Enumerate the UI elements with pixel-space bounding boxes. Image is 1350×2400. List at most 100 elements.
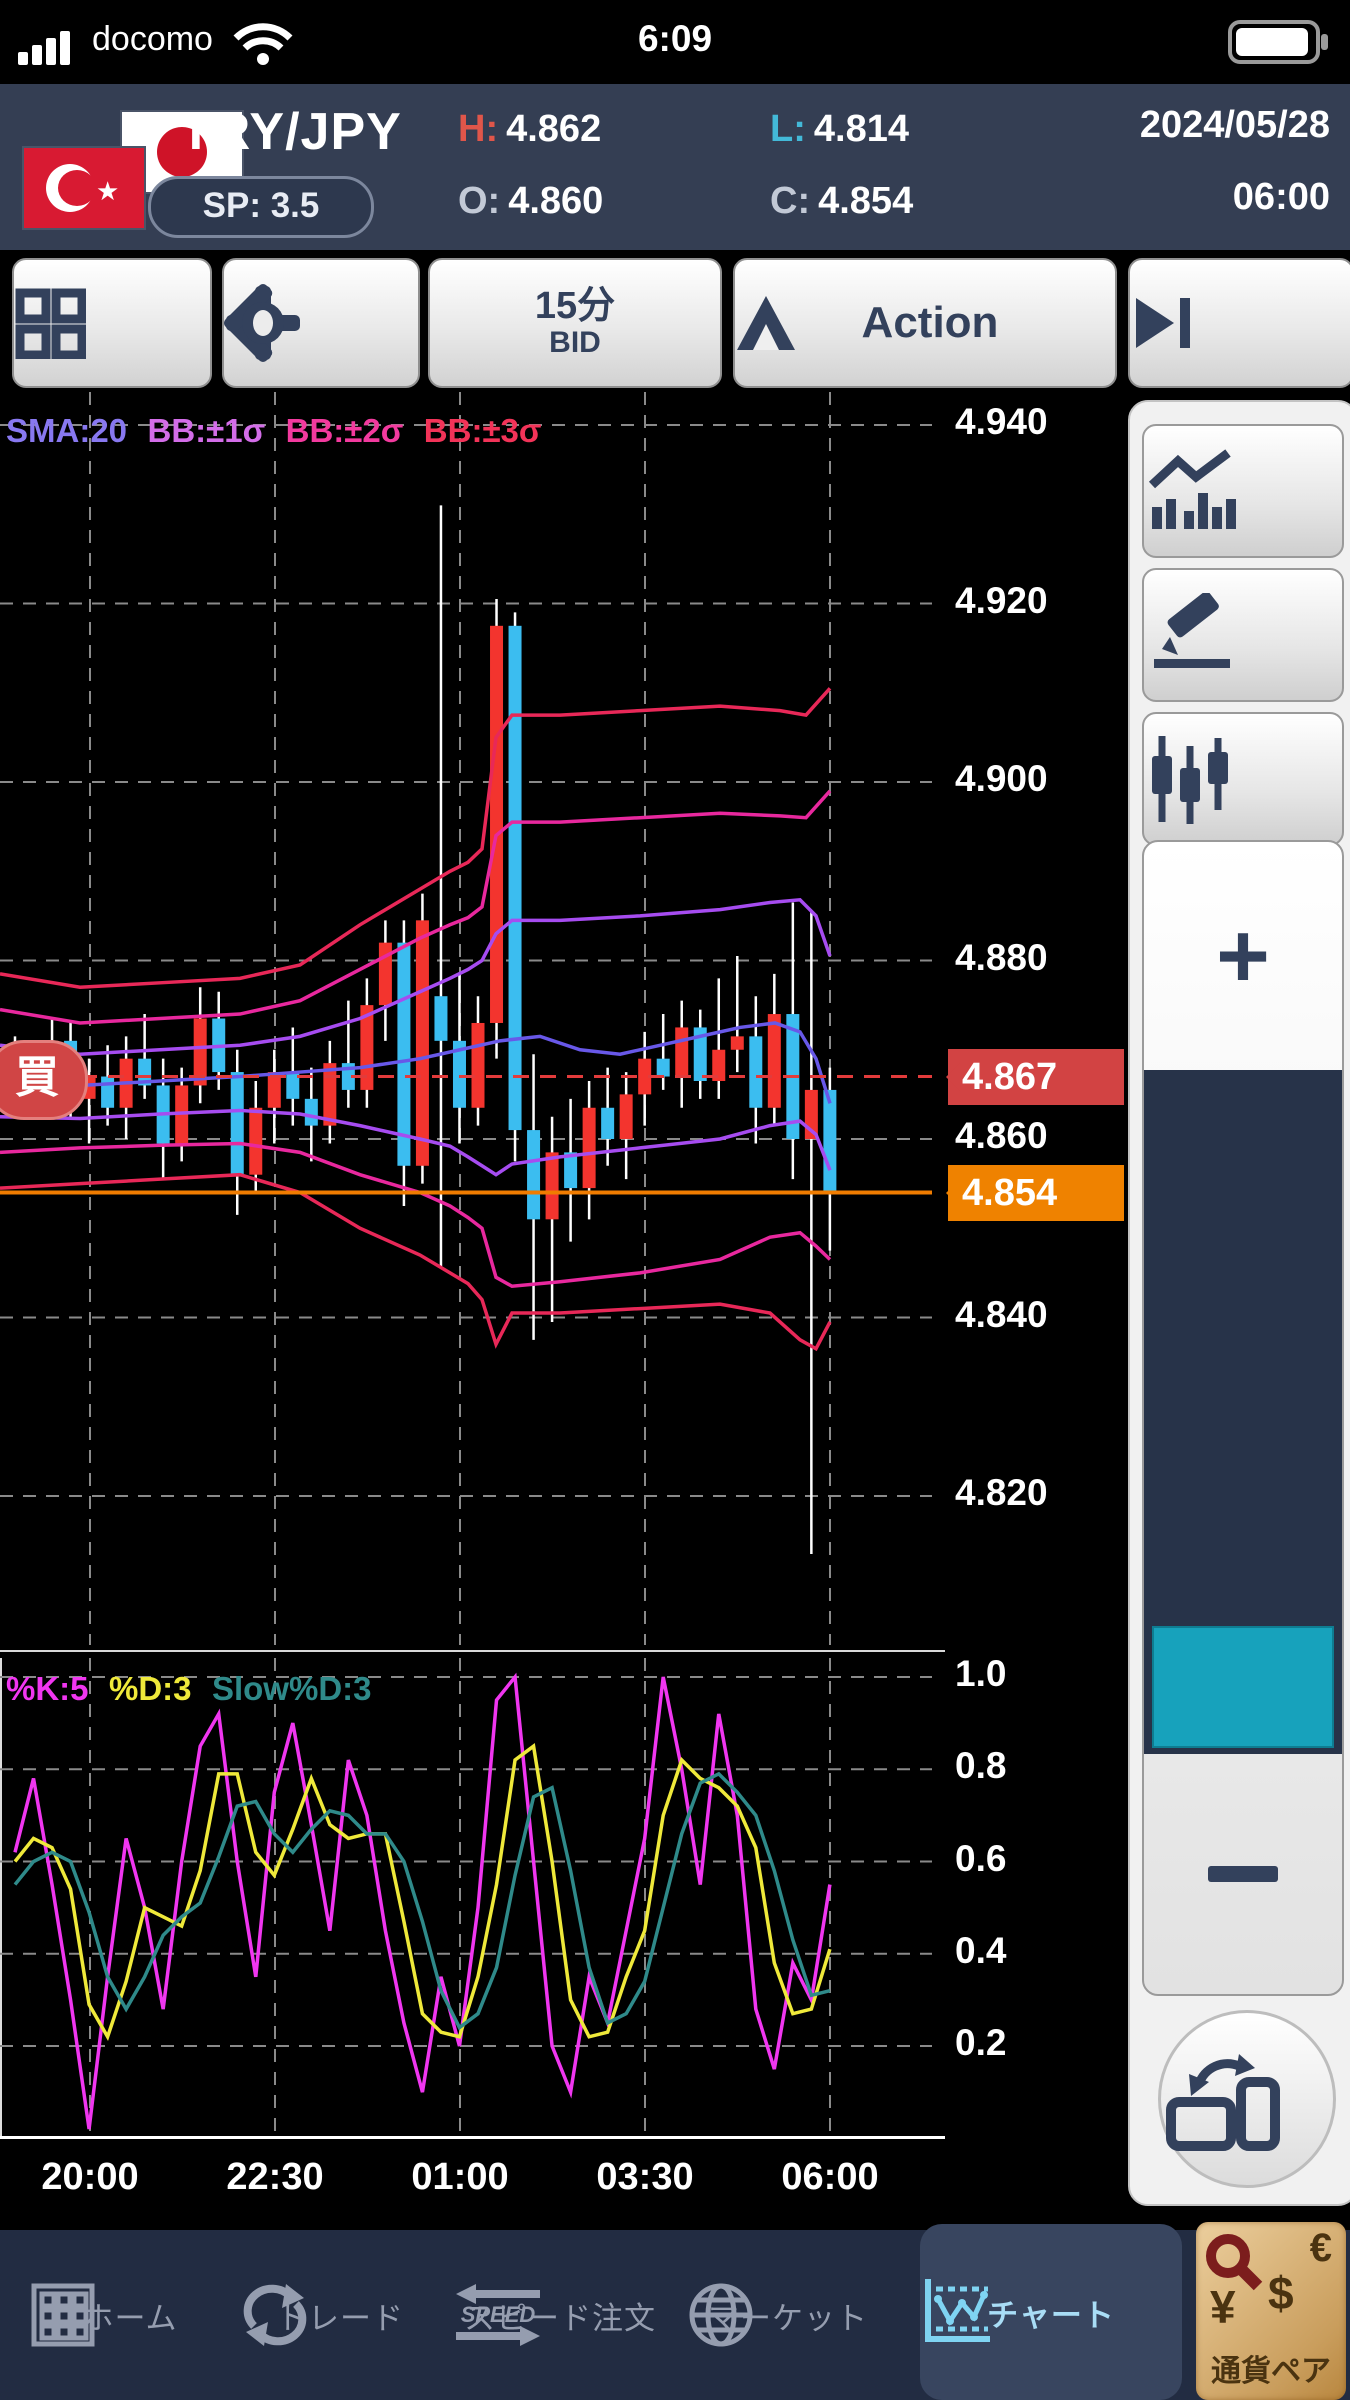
- turkey-flag: ★: [22, 146, 146, 230]
- stochastic-chart-svg[interactable]: [0, 1658, 945, 2138]
- price-axis-label: 4.840: [955, 1293, 1048, 1335]
- chart-toolbar: 15分 BID Action: [0, 250, 1350, 392]
- status-bar: docomo 6:09: [0, 0, 1350, 84]
- zoom-in-button[interactable]: +: [1216, 904, 1270, 1007]
- spread-pill: SP: 3.5: [148, 176, 374, 238]
- yen-symbol: ¥: [1210, 2281, 1236, 2333]
- open-quote: O: 4.860: [458, 180, 604, 222]
- refresh-arrows-icon: [243, 2284, 307, 2346]
- time-axis-line: [0, 2136, 945, 2139]
- zoom-scrollbar-track[interactable]: [1144, 1070, 1342, 1754]
- price-axis-label: 4.860: [955, 1115, 1048, 1156]
- indicator-settings-button[interactable]: [1142, 424, 1344, 558]
- timeframe-button[interactable]: 15分 BID: [428, 258, 722, 388]
- home-grid-icon: [31, 2283, 95, 2347]
- action-button[interactable]: Action: [733, 258, 1117, 388]
- candlestick-icon: [1152, 736, 1228, 824]
- draw-button[interactable]: [1142, 568, 1344, 702]
- minus-icon: [1208, 1866, 1278, 1882]
- quote-time: 06:00: [1232, 176, 1330, 218]
- candle-style-button[interactable]: [1142, 712, 1344, 846]
- legend-sma: SMA:20: [6, 412, 128, 449]
- price-chart-svg[interactable]: [0, 392, 945, 1645]
- nav-currency-pair[interactable]: € ¥ $ 通貨ペア: [1196, 2222, 1346, 2400]
- nav-home-label: ホーム: [82, 2300, 178, 2336]
- stochastic-axis-label: 0.4: [955, 1929, 1007, 1971]
- wifi-icon: [233, 23, 293, 65]
- high-quote: H: 4.862: [458, 108, 602, 150]
- nav-speed-order-label: スピード注文: [464, 2300, 656, 2336]
- rotate-device-icon: [1166, 2054, 1280, 2151]
- price-axis-label: 4.940: [955, 401, 1048, 442]
- panel-separator: [0, 1650, 945, 1652]
- nav-currency-pair-label: 通貨ペア: [1211, 2355, 1331, 2388]
- play-step-icon: [1136, 298, 1190, 348]
- currency-pair-title: TRY/JPY: [180, 103, 402, 161]
- legend-d: %D:3: [108, 1670, 192, 1707]
- settings-button[interactable]: [222, 258, 420, 388]
- zoom-scroll-widget: +: [1142, 840, 1344, 1996]
- chart-panel[interactable]: SMA:20 BB:±1σ BB:±2σ BB:±3σ %K:5 %D:3 Sl…: [0, 392, 1128, 2230]
- status-time: 6:09: [637, 18, 713, 59]
- time-axis-label: 22:30: [226, 2156, 324, 2198]
- price-axis-label: 4.920: [955, 579, 1048, 621]
- stochastic-axis-label: 0.6: [955, 1837, 1007, 1879]
- dollar-symbol: $: [1268, 2267, 1294, 2319]
- magnifier-icon: [1206, 2234, 1263, 2291]
- low-quote: L: 4.814: [770, 108, 909, 150]
- zoom-out-button[interactable]: [1144, 1754, 1342, 1994]
- time-axis-label: 20:00: [41, 2156, 139, 2198]
- legend-k: %K:5: [6, 1670, 89, 1707]
- buy-order-badge[interactable]: 買: [0, 1039, 88, 1120]
- bid-price-badge: 4.867: [946, 1048, 1124, 1105]
- quote-date: 2024/05/28: [1139, 104, 1330, 146]
- speed-order-icon: SPEED: [456, 2284, 540, 2346]
- bottom-navigation: ホーム トレード SPEED スピード注文: [0, 2222, 1350, 2400]
- chart-line-icon: [1148, 449, 1236, 529]
- rotate-screen-button[interactable]: [1158, 2010, 1336, 2188]
- price-axis-label: 4.820: [955, 1472, 1048, 1513]
- grid-icon: [15, 288, 86, 359]
- price-axis-label: 4.880: [955, 936, 1048, 978]
- nav-trade[interactable]: トレード: [240, 2230, 440, 2400]
- carrier-label: docomo: [92, 20, 213, 58]
- price-axis-label: 4.900: [955, 758, 1048, 799]
- open-label: O:: [458, 180, 501, 222]
- legend-bb1: BB:±1σ: [147, 412, 266, 449]
- low-label: L:: [770, 108, 806, 150]
- layout-grid-button[interactable]: [12, 258, 212, 388]
- battery-icon: [1228, 20, 1328, 64]
- nav-chart-label: チャート: [987, 2297, 1115, 2333]
- chart-tools-sidebar: +: [1128, 400, 1350, 2206]
- euro-symbol: €: [1309, 2226, 1332, 2270]
- zoom-scrollbar-thumb[interactable]: [1152, 1626, 1334, 1748]
- stochastic-legend: %K:5 %D:3 Slow%D:3: [6, 1670, 388, 1708]
- nav-speed-order[interactable]: SPEED スピード注文: [450, 2230, 670, 2400]
- legend-bb3: BB:±3σ: [423, 412, 542, 449]
- time-axis-label: 03:30: [596, 2156, 694, 2198]
- price-type-label: BID: [549, 326, 601, 360]
- signal-strength-icon: [18, 31, 70, 65]
- nav-home[interactable]: ホーム: [30, 2230, 230, 2400]
- high-label: H:: [458, 108, 499, 150]
- stochastic-axis-label: 0.2: [955, 2022, 1007, 2063]
- chart-tab-icon: [925, 2279, 990, 2342]
- close-label: C:: [770, 180, 811, 222]
- indicator-legend: SMA:20 BB:±1σ BB:±2σ BB:±3σ: [6, 412, 558, 450]
- gear-icon: [224, 284, 300, 362]
- close-quote: C: 4.854: [770, 180, 914, 222]
- globe-icon: [689, 2283, 753, 2347]
- time-axis-label: 06:00: [781, 2156, 879, 2198]
- nav-market[interactable]: マーケット: [688, 2230, 888, 2400]
- action-label: Action: [861, 298, 999, 347]
- svg-text:SPEED: SPEED: [461, 2302, 536, 2327]
- stochastic-axis-label: 0.8: [955, 1745, 1007, 1787]
- stochastic-axis-label: 1.0: [955, 1653, 1007, 1694]
- legend-slowd: Slow%D:3: [211, 1670, 372, 1707]
- pencil-icon: [1154, 593, 1230, 668]
- position-price-badge: 4.854: [946, 1164, 1124, 1221]
- timeframe-label: 15分: [534, 285, 616, 328]
- nav-chart-active[interactable]: チャート: [920, 2224, 1182, 2400]
- step-forward-button[interactable]: [1128, 258, 1350, 388]
